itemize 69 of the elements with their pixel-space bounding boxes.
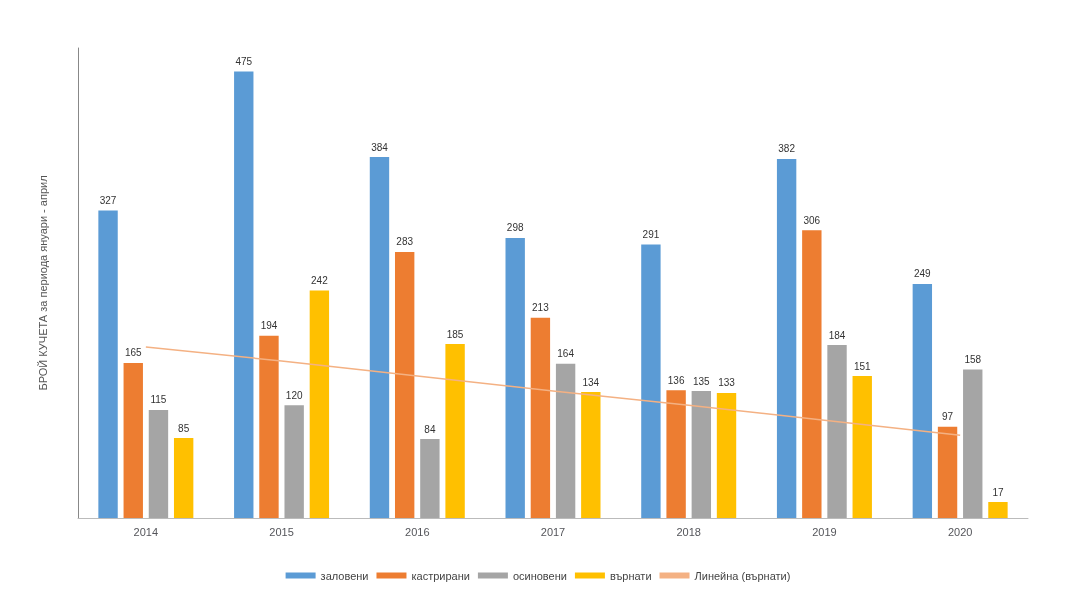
data-label: 384 xyxy=(371,141,389,153)
x-tick-label: 2016 xyxy=(405,525,430,538)
data-label: 382 xyxy=(778,143,796,155)
bar xyxy=(691,391,712,518)
x-tick-label: 2014 xyxy=(133,525,159,538)
bar xyxy=(555,363,576,518)
x-tick-label: 2019 xyxy=(812,525,837,538)
x-tick-label: 2018 xyxy=(676,525,701,538)
data-label: 249 xyxy=(913,268,932,280)
bar xyxy=(505,237,525,518)
data-label: 136 xyxy=(667,374,685,386)
x-tick-label: 2020 xyxy=(947,525,973,538)
bar xyxy=(98,210,118,518)
data-label: 194 xyxy=(260,320,278,332)
legend-label: върнати xyxy=(609,569,652,582)
data-label: 213 xyxy=(532,302,550,314)
bar xyxy=(776,158,797,518)
data-label: 151 xyxy=(853,360,872,372)
bar xyxy=(802,230,822,518)
bar xyxy=(284,405,304,518)
data-label: 135 xyxy=(692,375,711,387)
bar xyxy=(716,392,737,518)
data-label: 133 xyxy=(718,377,736,389)
legend-label: заловени xyxy=(320,569,369,582)
bar xyxy=(259,335,279,518)
data-label: 85 xyxy=(178,422,190,434)
data-label: 17 xyxy=(992,486,1004,498)
data-label: 298 xyxy=(506,222,524,234)
bar xyxy=(852,376,872,518)
x-tick-label: 2015 xyxy=(269,525,294,538)
bar xyxy=(530,317,551,518)
data-label: 242 xyxy=(311,275,329,287)
data-label: 283 xyxy=(396,236,414,248)
data-label: 97 xyxy=(941,411,954,423)
legend-label: осиновени xyxy=(512,569,567,582)
data-label: 327 xyxy=(99,195,117,207)
legend-label: кастрирани xyxy=(411,569,470,582)
bar xyxy=(827,345,847,518)
x-tick-label: 2017 xyxy=(540,525,566,538)
data-label: 158 xyxy=(964,353,982,365)
bar xyxy=(394,251,415,518)
bar xyxy=(581,392,601,518)
bar xyxy=(123,362,143,518)
y-axis-title: БРОЙ КУЧЕТА за периода януари - април xyxy=(36,175,49,391)
bar xyxy=(369,157,390,518)
bar xyxy=(420,439,440,518)
bar xyxy=(666,390,686,518)
data-label: 306 xyxy=(803,214,821,226)
data-label: 115 xyxy=(150,394,167,406)
legend-label: Линейна (върнати) xyxy=(694,569,791,582)
data-label: 120 xyxy=(285,389,303,401)
bar xyxy=(173,438,194,518)
data-label: 475 xyxy=(235,56,253,67)
data-label: 84 xyxy=(424,423,436,435)
data-label: 165 xyxy=(124,347,143,359)
data-label: 291 xyxy=(642,228,660,240)
bar xyxy=(963,369,983,518)
bar xyxy=(641,244,661,518)
bar xyxy=(912,283,933,518)
data-label: 185 xyxy=(446,328,464,340)
data-label: 184 xyxy=(828,329,846,341)
data-label: 134 xyxy=(582,376,600,388)
bar xyxy=(937,426,958,518)
bar xyxy=(148,409,169,518)
bar xyxy=(309,290,330,518)
bar xyxy=(988,502,1008,518)
bar xyxy=(445,344,465,518)
data-label: 164 xyxy=(557,348,575,360)
bar xyxy=(234,71,254,518)
